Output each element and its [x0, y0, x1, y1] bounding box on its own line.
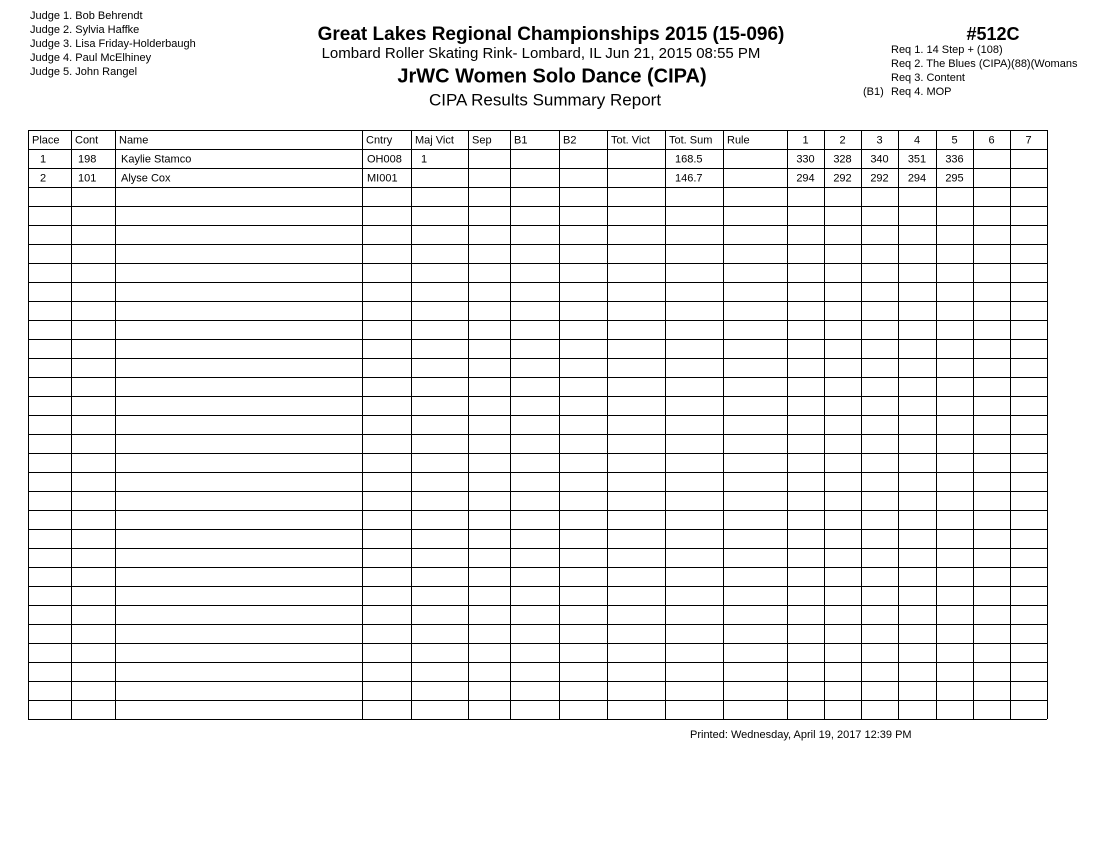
column-header: 1: [802, 134, 808, 146]
column-header: Rule: [727, 134, 750, 146]
cell-place: 1: [40, 153, 46, 165]
cell-score: 336: [945, 153, 963, 165]
column-header: Tot. Sum: [669, 134, 712, 146]
cell-score: 340: [870, 153, 888, 165]
cell-score: 294: [796, 172, 814, 184]
cell-score: 328: [833, 153, 851, 165]
column-header: Tot. Vict: [611, 134, 650, 146]
cell-score: 351: [908, 153, 926, 165]
column-header: Cntry: [366, 134, 393, 146]
cell-score: 294: [908, 172, 926, 184]
requirement-prefix: (B1): [863, 86, 884, 98]
cell-tot-sum: 146.7: [675, 172, 703, 184]
location: Lombard Roller Skating Rink- Lombard, IL…: [322, 45, 761, 62]
requirement: Req 1. 14 Step + (108): [891, 44, 1003, 56]
cell-cntry: OH008: [367, 153, 402, 165]
judge: Judge 5. John Rangel: [30, 66, 137, 78]
cell-maj-vict: 1: [421, 153, 427, 165]
judge: Judge 4. Paul McElhiney: [30, 52, 152, 64]
cell-score: 330: [796, 153, 814, 165]
printed-date: Printed: Wednesday, April 19, 2017 12:39…: [690, 729, 912, 741]
event-title: JrWC Women Solo Dance (CIPA): [397, 65, 706, 87]
column-header: 2: [839, 134, 845, 146]
column-header: 4: [914, 134, 920, 146]
column-header: 7: [1025, 134, 1031, 146]
cell-score: 295: [945, 172, 963, 184]
column-header: B2: [563, 134, 576, 146]
column-header: 6: [988, 134, 994, 146]
judge: Judge 1. Bob Behrendt: [30, 10, 143, 22]
cell-cntry: MI001: [367, 172, 398, 184]
requirement: Req 3. Content: [891, 72, 965, 84]
cell-name: Alyse Cox: [121, 172, 171, 184]
column-header: Cont: [75, 134, 98, 146]
column-header: Name: [119, 134, 148, 146]
title: Great Lakes Regional Championships 2015 …: [318, 24, 785, 45]
cell-cont: 198: [78, 153, 96, 165]
column-header: 5: [951, 134, 957, 146]
judge: Judge 2. Sylvia Haffke: [30, 24, 139, 36]
cell-score: 292: [870, 172, 888, 184]
column-header: Sep: [472, 134, 492, 146]
event-number: #512C: [966, 24, 1019, 44]
judge: Judge 3. Lisa Friday-Holderbaugh: [30, 38, 196, 50]
cell-cont: 101: [78, 172, 96, 184]
cell-tot-sum: 168.5: [675, 153, 703, 165]
cell-place: 2: [40, 172, 46, 184]
requirement: Req 2. The Blues (CIPA)(88)(Womans: [891, 58, 1078, 70]
column-header: 3: [876, 134, 882, 146]
cell-name: Kaylie Stamco: [121, 153, 191, 165]
column-header: Place: [32, 134, 60, 146]
requirement: Req 4. MOP: [891, 86, 952, 98]
column-header: B1: [514, 134, 527, 146]
report-title: CIPA Results Summary Report: [429, 90, 661, 109]
column-header: Maj Vict: [415, 134, 454, 146]
cell-score: 292: [833, 172, 851, 184]
